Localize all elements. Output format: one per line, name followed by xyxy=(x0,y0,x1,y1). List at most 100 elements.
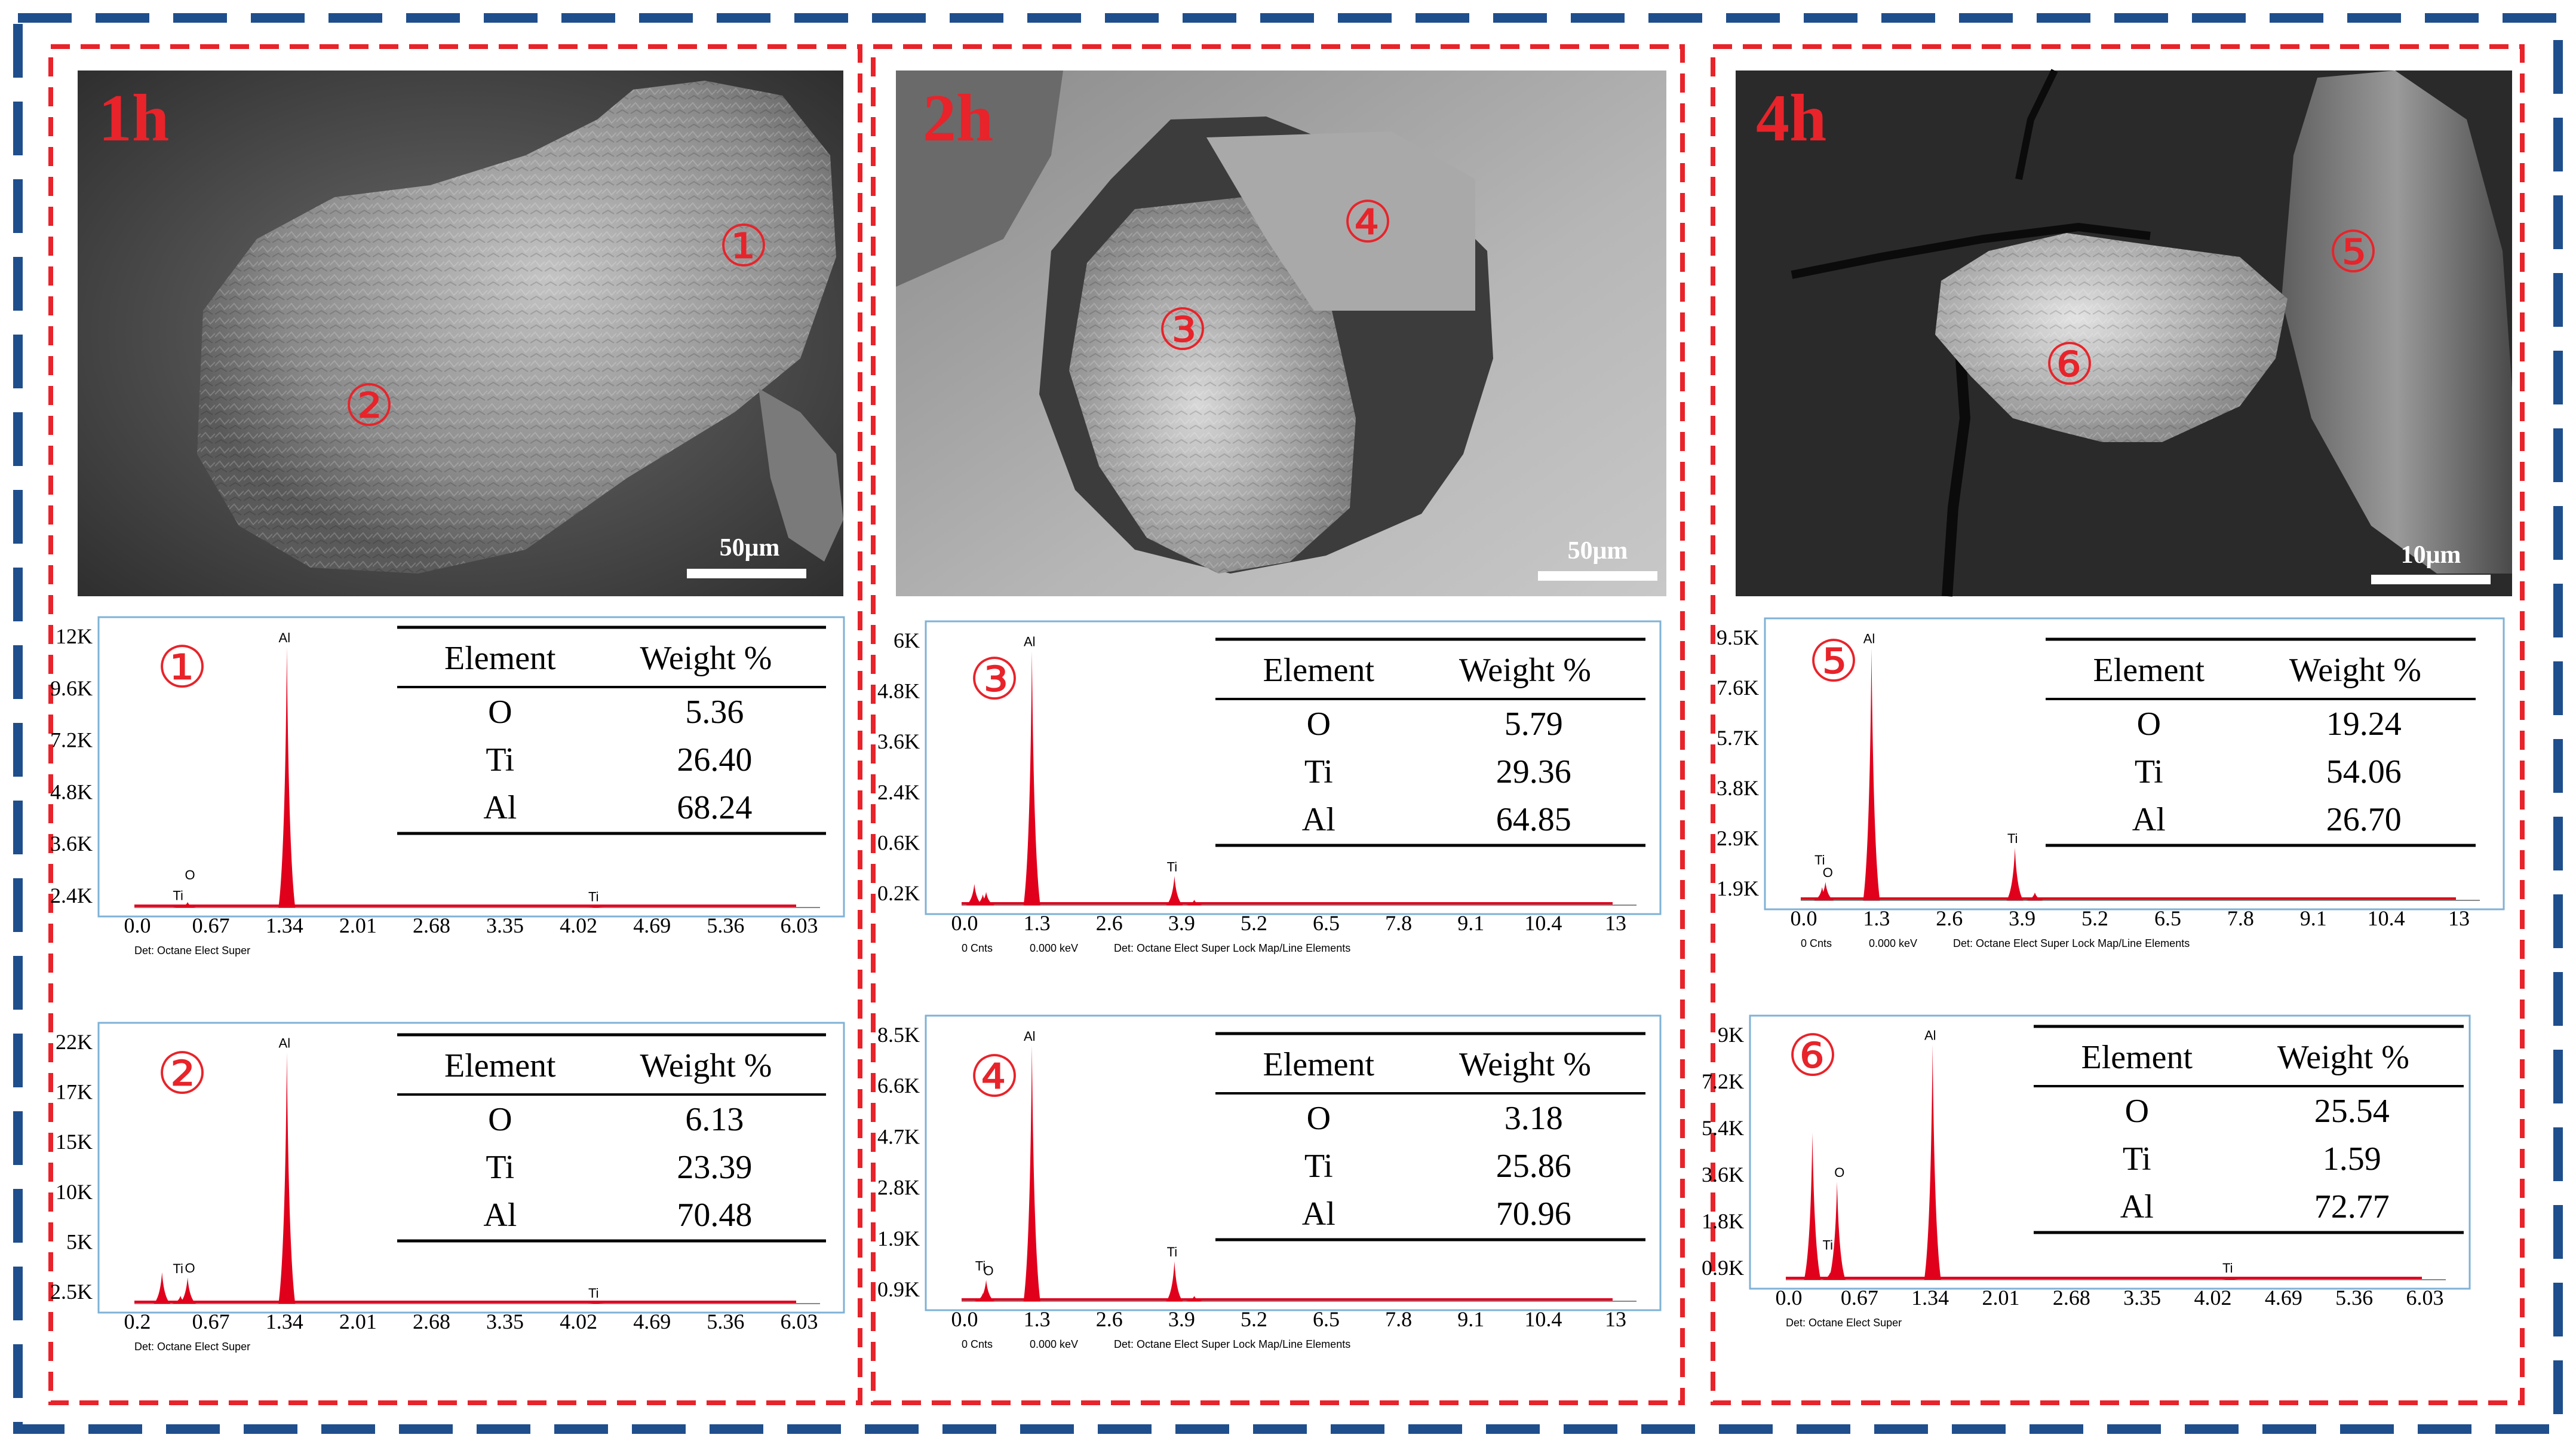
x-tick-label: 0.0 xyxy=(124,913,151,937)
peak-label: Ti xyxy=(2007,831,2018,846)
sem-marker-3: ③ xyxy=(1157,298,1208,362)
table-cell-element: Al xyxy=(483,789,517,826)
y-tick-label: 4.7K xyxy=(877,1124,920,1148)
spectrum-peak xyxy=(1828,1182,1846,1280)
x-tick-label: 10.4 xyxy=(1524,1307,1562,1331)
table-cell-element: Al xyxy=(2132,801,2166,838)
x-tick-label: 9.1 xyxy=(1457,911,1484,935)
x-tick-label: 9.1 xyxy=(2300,906,2327,930)
x-tick-label: 0.67 xyxy=(192,913,230,937)
peak-label: Ti xyxy=(1167,859,1178,874)
peak-label: O xyxy=(1823,865,1833,880)
peak-label: Al xyxy=(1024,634,1036,649)
table-cell-weight: 72.77 xyxy=(2314,1188,2390,1225)
panel-4h: 4h ⑤ ⑥ 10μm 9.5K 7.6K 5.7K 3.8K 2.9K 1.9K 0.0 1… xyxy=(1702,44,2525,1405)
x-tick-label: 1.3 xyxy=(1024,1307,1051,1331)
x-tick-label: 3.9 xyxy=(2009,906,2035,930)
spectrum-peak xyxy=(974,1293,991,1301)
eds-spectrum-2: 22K 17K 15K 10K 5K 2.5K 0.2 0.67 1.34 2.01 2.68 3.3… xyxy=(50,1022,845,1353)
table-header: Weight % xyxy=(640,1047,772,1084)
x-tick-label: 3.35 xyxy=(2123,1286,2161,1310)
table-cell-element: Ti xyxy=(2135,753,2163,790)
y-tick-label: 3.6K xyxy=(877,729,920,753)
peak-label: Ti xyxy=(1167,1244,1178,1259)
table-cell-weight: 5.36 xyxy=(685,694,744,731)
y-tick-label: 0.9K xyxy=(1702,1256,1744,1280)
spectrum-frame xyxy=(925,620,1662,915)
x-tick-label: 6.5 xyxy=(2154,906,2181,930)
y-tick-label: 5K xyxy=(66,1230,93,1253)
y-tick-label: 0.2K xyxy=(877,881,920,905)
table-header: Weight % xyxy=(2277,1039,2409,1076)
table-header: Weight % xyxy=(2289,652,2421,689)
table-cell-element: Al xyxy=(2120,1188,2154,1225)
x-tick-label: 0.0 xyxy=(1776,1286,1803,1310)
eds-spectrum-6: 9K 7.2K 5.4K 3.6K 1.8K 0.9K 0.0 0.67 1.34 2.01 2.6… xyxy=(1702,1014,2471,1329)
spectrum-frame xyxy=(1764,617,2505,910)
y-tick-label: 0.6K xyxy=(877,830,920,854)
peak-label: Ti xyxy=(173,888,183,903)
panel-border xyxy=(48,44,862,1405)
peak-label: O xyxy=(984,1263,994,1278)
x-tick-label: 0.67 xyxy=(192,1310,230,1333)
table-header: Element xyxy=(444,1047,556,1084)
sem-image: 2h ④ ③ 50μm xyxy=(896,70,1666,596)
spectrum-frame xyxy=(925,1014,1662,1311)
x-tick-label: 2.01 xyxy=(339,1310,377,1333)
y-tick-label: 22K xyxy=(56,1030,93,1054)
sem-marker-5: ⑤ xyxy=(2328,220,2379,284)
table-cell-element: O xyxy=(488,694,512,731)
peak-label: Ti xyxy=(588,1286,599,1301)
detector-footer: Det: Octane Elect Super Lock Map/Line El… xyxy=(1953,937,2190,949)
eds-spectrum-4: 8.5K 6.6K 4.7K 2.8K 1.9K 0.9K 0.0 1.3 2.6 3.9 5.2 6… xyxy=(877,1014,1662,1350)
table-cell-weight: 29.36 xyxy=(1496,753,1571,790)
peak-label: Al xyxy=(1863,631,1875,646)
peak-label: Ti xyxy=(975,1259,986,1274)
x-tick-label: 1.34 xyxy=(266,913,303,937)
table-header: Element xyxy=(1263,1046,1375,1083)
x-tick-label: 7.8 xyxy=(2227,906,2254,930)
table-cell-element: O xyxy=(1307,706,1331,743)
spectrum-frame xyxy=(97,1022,845,1314)
spectrum-peak xyxy=(1023,651,1040,905)
y-tick-label: 9.6K xyxy=(50,676,93,700)
x-tick-label: 10.4 xyxy=(2368,906,2405,930)
x-tick-label: 6.03 xyxy=(2406,1286,2444,1310)
table-cell-weight: 23.39 xyxy=(677,1149,752,1186)
detector-footer: 0.000 keV xyxy=(1030,942,1078,954)
y-tick-label: 3.6K xyxy=(50,832,93,856)
x-tick-label: 1.34 xyxy=(266,1310,303,1333)
spectrum-peak xyxy=(1822,1272,1839,1280)
panel-2h: 2h ④ ③ 50μm 6K 4.8K 3.6K 2.4K 0.6K 0.2K 0.0 1.3… xyxy=(871,44,1685,1405)
table-cell-weight: 3.18 xyxy=(1505,1100,1563,1137)
spectrum-marker: ④ xyxy=(969,1045,1020,1109)
scale-bar xyxy=(2371,575,2491,584)
table-cell-element: Ti xyxy=(1304,1148,1333,1185)
table-cell-weight: 70.48 xyxy=(677,1197,752,1234)
spectrum-marker: ⑤ xyxy=(1808,630,1859,694)
y-tick-label: 1.9K xyxy=(1717,876,1759,900)
y-tick-label: 7.6K xyxy=(1717,676,1759,700)
y-tick-label: 2.8K xyxy=(877,1176,920,1200)
x-tick-label: 6.5 xyxy=(1313,911,1340,935)
x-tick-label: 5.36 xyxy=(2335,1286,2373,1310)
x-tick-label: 2.01 xyxy=(1982,1286,2020,1310)
x-tick-label: 5.2 xyxy=(1241,1307,1267,1331)
scale-bar-label: 50μm xyxy=(1568,537,1628,565)
table-cell-weight: 26.70 xyxy=(2326,801,2402,838)
table-header: Weight % xyxy=(1459,1046,1591,1083)
x-tick-label: 4.69 xyxy=(633,913,671,937)
scale-bar-label: 10μm xyxy=(2401,541,2461,569)
x-tick-label: 6.03 xyxy=(781,1310,818,1333)
detector-footer: 0 Cnts xyxy=(962,942,993,954)
peak-label: O xyxy=(185,867,195,882)
sem-image: 4h ⑤ ⑥ 10μm xyxy=(1736,69,2512,597)
detector-footer: 0 Cnts xyxy=(962,1338,993,1350)
x-tick-label: 0.67 xyxy=(1841,1286,1878,1310)
spectrum-peak xyxy=(1817,882,1834,900)
spectrum-peak xyxy=(1813,887,1831,900)
x-tick-label: 2.6 xyxy=(1096,1307,1123,1331)
peak-label: Ti xyxy=(588,890,599,905)
spectrum-peak xyxy=(974,894,991,905)
spectrum-peak xyxy=(1804,1133,1821,1280)
